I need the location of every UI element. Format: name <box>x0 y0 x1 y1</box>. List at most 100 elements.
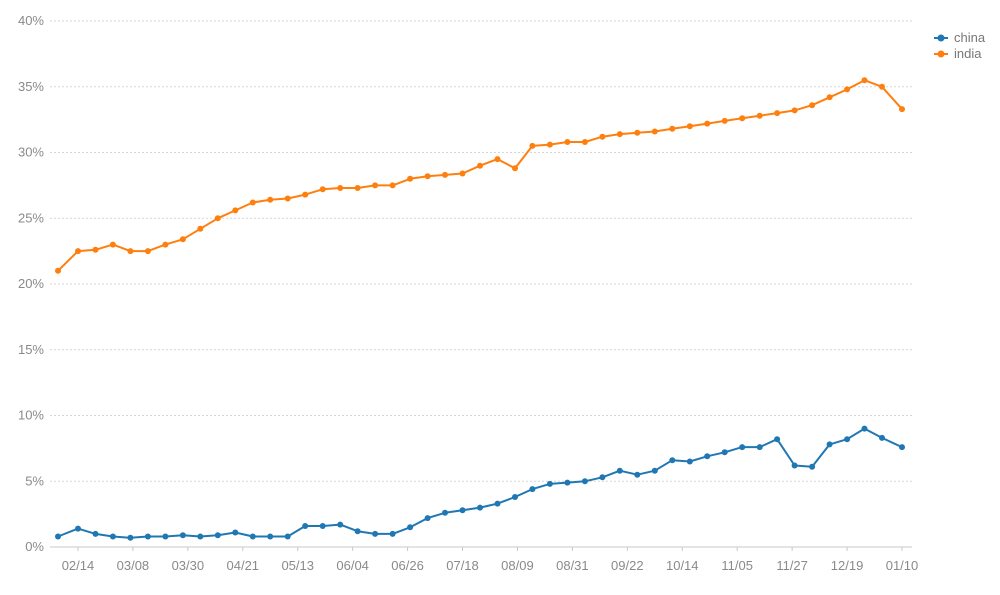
series-india-point[interactable] <box>512 165 518 172</box>
series-china-point[interactable] <box>389 530 396 537</box>
series-china-point[interactable] <box>669 457 676 464</box>
series-india-point[interactable] <box>756 112 763 119</box>
series-china-point[interactable] <box>494 500 501 507</box>
series-india-point[interactable] <box>55 267 61 274</box>
series-india-point[interactable] <box>109 241 116 248</box>
series-china-point[interactable] <box>144 533 151 540</box>
series-india-point[interactable] <box>721 117 728 124</box>
series-india-point[interactable] <box>249 199 256 206</box>
series-india-point[interactable] <box>546 141 553 148</box>
series-india-point[interactable] <box>581 139 588 145</box>
series-china-point[interactable] <box>127 534 134 541</box>
series-china-point[interactable] <box>319 523 326 529</box>
series-china-point[interactable] <box>581 478 588 485</box>
series-china-point[interactable] <box>55 533 61 540</box>
series-india-point[interactable] <box>844 86 851 93</box>
series-india-point[interactable] <box>899 106 905 113</box>
series-china-point[interactable] <box>302 523 309 529</box>
series-india-point[interactable] <box>879 83 885 90</box>
legend[interactable]: china india <box>934 30 986 61</box>
series-china-point[interactable] <box>844 436 851 443</box>
series-india-point[interactable] <box>319 186 326 193</box>
series-india-point[interactable] <box>809 102 816 109</box>
series-china-point[interactable] <box>284 533 291 540</box>
series-china-point[interactable] <box>529 486 536 493</box>
series-india-point[interactable] <box>354 185 361 191</box>
series-china-point[interactable] <box>372 530 379 537</box>
series-china-point[interactable] <box>512 494 518 500</box>
series-china-point[interactable] <box>407 524 414 531</box>
series-india-point[interactable] <box>704 120 711 127</box>
series-china-point[interactable] <box>162 533 169 540</box>
series-india-point[interactable] <box>197 225 204 232</box>
series-india-point[interactable] <box>389 182 396 189</box>
series-india-point[interactable] <box>127 248 134 255</box>
series-india-point[interactable] <box>162 241 169 248</box>
series-china-point[interactable] <box>791 462 798 469</box>
series-china-point[interactable] <box>546 480 553 487</box>
series-india-point[interactable] <box>179 236 186 243</box>
series-china-point[interactable] <box>197 533 204 540</box>
series-india-point[interactable] <box>564 139 571 145</box>
series-india-point[interactable] <box>459 170 466 177</box>
series-china-point[interactable] <box>75 525 81 532</box>
series-india-point[interactable] <box>75 248 81 255</box>
series-china-point[interactable] <box>774 436 781 443</box>
series-india-point[interactable] <box>284 195 291 202</box>
series-india-point[interactable] <box>232 207 239 214</box>
series-china-point[interactable] <box>354 528 361 535</box>
series-india-point[interactable] <box>861 77 868 84</box>
series-china-point[interactable] <box>424 515 431 522</box>
series-india-point[interactable] <box>494 156 501 163</box>
legend-item-india[interactable]: india <box>934 46 982 61</box>
series-china-point[interactable] <box>442 509 448 516</box>
series-china-point[interactable] <box>267 533 274 540</box>
series-india-point[interactable] <box>407 175 414 182</box>
series-china-point[interactable] <box>337 521 344 528</box>
series-india-point[interactable] <box>302 191 309 198</box>
series-china-point[interactable] <box>634 471 641 478</box>
series-china-point[interactable] <box>564 479 571 486</box>
series-china-point[interactable] <box>704 453 711 460</box>
series-china-point[interactable] <box>599 474 606 481</box>
series-china-point[interactable] <box>756 444 763 451</box>
series-china-point[interactable] <box>809 463 816 470</box>
series-china-point[interactable] <box>651 467 658 474</box>
series-india-point[interactable] <box>214 215 221 222</box>
series-china-point[interactable] <box>826 441 833 448</box>
series-china-point[interactable] <box>232 529 239 536</box>
legend-item-china[interactable]: china <box>934 30 986 45</box>
series-china-point[interactable] <box>616 467 623 474</box>
series-india-point[interactable] <box>739 115 746 122</box>
series-china-point[interactable] <box>109 533 116 540</box>
series-china-point[interactable] <box>92 530 99 537</box>
series-china-point[interactable] <box>721 449 728 456</box>
series-india-point[interactable] <box>616 131 623 138</box>
series-china-point[interactable] <box>879 434 885 441</box>
series-india-point[interactable] <box>144 248 151 255</box>
series-india-point[interactable] <box>424 173 431 180</box>
series-china-point[interactable] <box>477 504 483 511</box>
series-india-point[interactable] <box>529 142 536 149</box>
series-india-point[interactable] <box>669 125 676 132</box>
series-india-point[interactable] <box>651 128 658 135</box>
series-china-point[interactable] <box>899 444 905 451</box>
series-china-point[interactable] <box>214 532 221 539</box>
series-india-point[interactable] <box>634 129 641 136</box>
series-india-point[interactable] <box>477 162 483 169</box>
series-china-point[interactable] <box>861 425 868 432</box>
series-china-point[interactable] <box>739 444 746 451</box>
series-china-point[interactable] <box>686 458 693 465</box>
series-india-point[interactable] <box>774 110 781 117</box>
series-india-point[interactable] <box>267 196 274 203</box>
series-india-point[interactable] <box>686 123 693 130</box>
series-india-point[interactable] <box>372 182 379 189</box>
series-india-point[interactable] <box>442 171 448 178</box>
series-india-point[interactable] <box>826 94 833 101</box>
series-china-point[interactable] <box>179 532 186 539</box>
series-india-point[interactable] <box>599 133 606 140</box>
series-china-point[interactable] <box>249 533 256 540</box>
series-india-point[interactable] <box>337 185 344 191</box>
series-india-point[interactable] <box>791 107 798 114</box>
series-china-point[interactable] <box>459 507 466 514</box>
